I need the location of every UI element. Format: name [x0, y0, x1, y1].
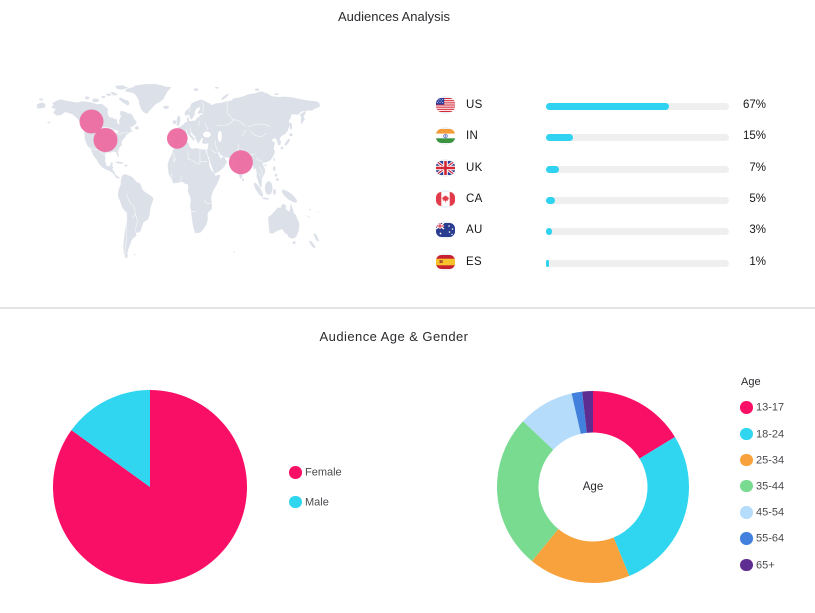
svg-text:Age: Age [583, 481, 603, 493]
